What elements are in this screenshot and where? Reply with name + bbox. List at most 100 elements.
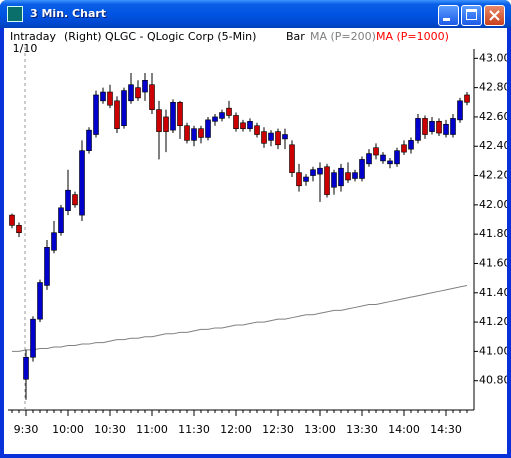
candle-body (289, 144, 295, 173)
y-tick-label: 42.80 (479, 81, 507, 94)
candle-body (240, 122, 246, 129)
legend-entry: MA (P=200) (310, 30, 376, 43)
candle-body (30, 318, 36, 358)
x-tick-label: 12:00 (220, 423, 252, 436)
y-tick-label: 43.00 (479, 51, 507, 64)
candle-body (121, 90, 127, 127)
window-icon (7, 6, 23, 22)
close-button[interactable] (484, 5, 505, 26)
candle-body (394, 150, 400, 165)
chart-area: Intraday (Right) QLGC - QLogic Corp (5-M… (4, 28, 511, 454)
candle-body (247, 121, 253, 129)
candle-body (9, 214, 15, 226)
candle-body (37, 282, 43, 320)
candle-body (44, 247, 50, 286)
legend-entry: MA (P=1000) (376, 30, 449, 43)
candle-body (149, 84, 155, 110)
candle-body (317, 167, 323, 175)
candle-body (226, 107, 232, 116)
candle-body (58, 207, 64, 233)
candle-body (324, 166, 330, 195)
x-tick-label: 9:30 (14, 423, 39, 436)
candle-body (142, 80, 148, 93)
candle-body (254, 125, 260, 135)
maximize-button[interactable] (461, 5, 482, 26)
candle-body (415, 118, 421, 141)
candle-body (401, 144, 407, 153)
candle-body (338, 167, 344, 187)
candle-body (303, 176, 309, 182)
x-tick-label: 12:30 (262, 423, 294, 436)
candle-body (184, 125, 190, 141)
candle-body (331, 172, 337, 188)
candle-body (16, 225, 22, 233)
candle-body (387, 160, 393, 165)
y-tick-label: 42.40 (479, 139, 507, 152)
candle-body (457, 100, 463, 121)
x-tick-label: 10:30 (94, 423, 126, 436)
candle-body (198, 128, 204, 138)
window-title: 3 Min. Chart (30, 7, 107, 20)
header-symbol: (Right) QLGC - QLogic Corp (5-Min) (64, 30, 256, 43)
title-bar: 3 Min. Chart (0, 0, 511, 28)
y-tick-label: 42.60 (479, 110, 507, 123)
x-tick-label: 13:30 (346, 423, 378, 436)
candle-body (275, 131, 281, 146)
candle-body (450, 118, 456, 135)
candle-body (380, 154, 386, 162)
x-tick-label: 10:00 (52, 423, 84, 436)
candle-body (65, 189, 71, 212)
candle-body (373, 147, 379, 156)
candle-body (86, 129, 92, 151)
y-tick-label: 41.20 (479, 315, 507, 328)
candle-body (261, 131, 267, 144)
candle-body (422, 118, 428, 135)
minimize-button[interactable] (438, 5, 459, 26)
candle-body (352, 172, 358, 179)
y-tick-label: 42.00 (479, 198, 507, 211)
y-tick-label: 41.80 (479, 227, 507, 240)
candle-body (93, 94, 99, 135)
candle-body (107, 91, 113, 106)
candle-body (436, 121, 442, 134)
y-tick-label: 41.60 (479, 256, 507, 269)
candle-body (135, 87, 141, 99)
header-mode: Intraday (10, 30, 57, 43)
candle-body (464, 94, 470, 103)
candle-body (23, 356, 29, 380)
candle-body (163, 116, 169, 132)
candle-body (443, 123, 449, 135)
candle-body (296, 172, 302, 187)
candle-body (366, 153, 372, 165)
moving-average-line (12, 284, 468, 352)
x-tick-label: 11:00 (136, 423, 168, 436)
candle-body (345, 172, 351, 181)
x-tick-label: 14:00 (388, 423, 420, 436)
chart: Intraday (Right) QLGC - QLogic Corp (5-M… (8, 30, 511, 436)
y-tick-label: 41.00 (479, 344, 507, 357)
candle-body (191, 128, 197, 141)
y-tick-label: 42.20 (479, 169, 507, 182)
y-tick-label: 40.80 (479, 374, 507, 387)
candle-body (114, 100, 120, 129)
candle-body (429, 121, 435, 132)
candle-body (233, 115, 239, 129)
candle-body (100, 91, 106, 102)
candle-body (79, 150, 85, 216)
candle-body (268, 132, 274, 141)
x-tick-label: 13:00 (304, 423, 336, 436)
candle-body (219, 112, 225, 119)
candle-body (156, 109, 162, 132)
candle-body (51, 232, 57, 251)
day-label: 1/10 (13, 42, 38, 55)
candle-body (212, 116, 218, 122)
candle-body (359, 159, 365, 179)
candle-body (128, 84, 134, 102)
candle-body (205, 119, 211, 138)
header-style: Bar (286, 30, 305, 43)
candle-body (72, 194, 78, 206)
candle-body (310, 169, 316, 176)
candle-body (170, 101, 176, 131)
candle-body (282, 134, 288, 140)
